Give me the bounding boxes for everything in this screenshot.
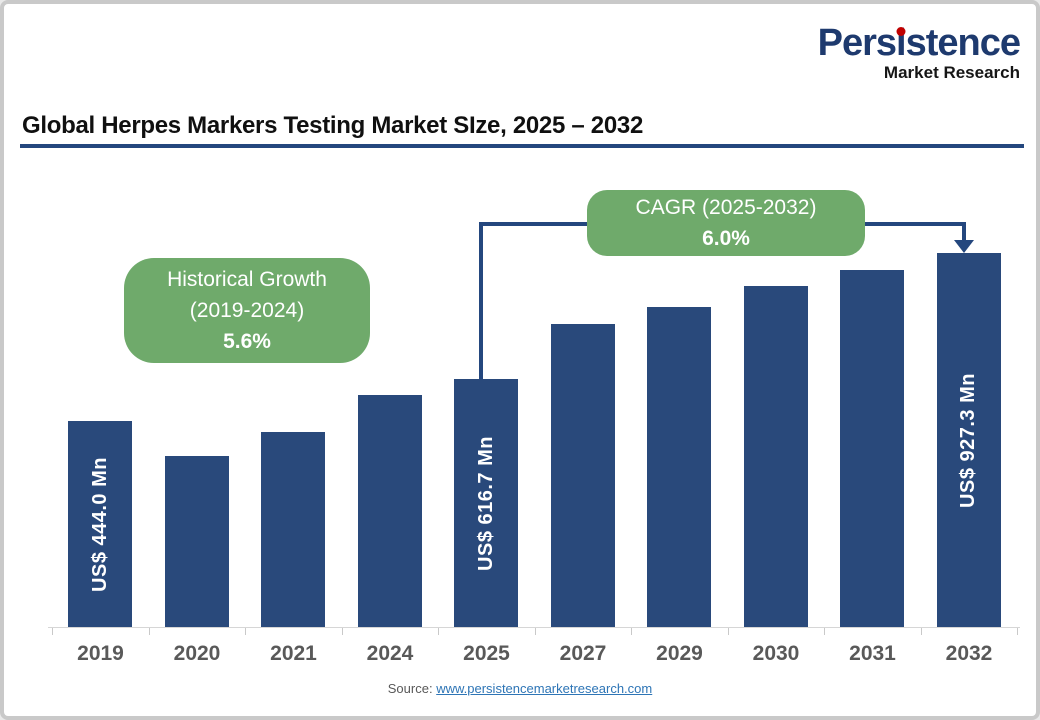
bar-2021 <box>261 432 326 627</box>
bar-2025: US$ 616.7 Mn <box>454 379 519 627</box>
source-link[interactable]: www.persistencemarketresearch.com <box>436 681 653 696</box>
x-axis-label-2025: 2025 <box>463 642 510 665</box>
x-axis-label-2031: 2031 <box>849 642 896 665</box>
x-axis-label-2020: 2020 <box>173 642 221 665</box>
historical-growth-period: (2019-2024) <box>189 299 305 322</box>
title-underline <box>20 144 1024 148</box>
x-axis-label-2029: 2029 <box>656 642 703 665</box>
brand-logo: Persistence Market Research <box>817 22 1021 82</box>
bar-2020 <box>164 456 229 627</box>
x-axis-label-2019: 2019 <box>77 642 124 665</box>
bar-2029 <box>647 307 712 627</box>
axis-tick <box>148 627 150 635</box>
cagr-callout: CAGR (2025-2032) 6.0% <box>587 190 865 256</box>
historical-growth-callout: Historical Growth (2019-2024) 5.6% <box>124 258 370 363</box>
axis-tick <box>824 627 825 635</box>
x-axis-label-2030: 2030 <box>752 642 800 665</box>
x-axis-label-2021: 2021 <box>270 642 317 665</box>
bar-value-label-2025: US$ 616.7 Mn <box>474 435 497 571</box>
brand-name-part: Pers <box>817 22 897 64</box>
cagr-value: 6.0% <box>702 227 750 250</box>
axis-tick <box>631 627 632 635</box>
bar-value-label-2019: US$ 444.0 Mn <box>88 456 111 592</box>
x-axis-label-2032: 2032 <box>945 642 993 665</box>
axis-tick <box>920 627 922 635</box>
brand-name-part: stence <box>905 22 1021 64</box>
bar-2019: US$ 444.0 Mn <box>68 421 133 627</box>
page-title: Global Herpes Markers Testing Market SIz… <box>22 112 643 139</box>
axis-tick <box>727 627 729 635</box>
bar-2032: US$ 927.3 Mn <box>936 253 1001 627</box>
axis-tick <box>438 627 439 635</box>
bar-2024 <box>357 395 422 627</box>
connector-line-left <box>479 222 483 380</box>
bar-2030 <box>743 286 808 627</box>
brand-tagline: Market Research <box>883 63 1020 82</box>
historical-growth-title: Historical Growth <box>167 268 327 291</box>
axis-tick <box>341 627 343 635</box>
source-label: Source: <box>387 681 433 696</box>
cagr-title: CAGR (2025-2032) <box>635 196 817 219</box>
bar-value-label-2032: US$ 927.3 Mn <box>957 372 980 508</box>
source-line: Source: www.persistencemarketresearch.co… <box>4 681 1036 696</box>
axis-tick <box>52 627 53 635</box>
bar-2031 <box>840 270 905 627</box>
x-axis-baseline <box>48 627 1020 628</box>
historical-growth-value: 5.6% <box>223 330 271 353</box>
bar-2027 <box>550 324 615 627</box>
arrow-down-icon <box>954 240 974 253</box>
x-axis-label-2027: 2027 <box>559 642 607 665</box>
brand-name: Persistence <box>817 22 1021 64</box>
connector-line-right <box>962 222 966 242</box>
brand-red-dot-i: i <box>896 22 907 64</box>
axis-tick <box>1017 627 1018 635</box>
axis-tick <box>245 627 246 635</box>
x-axis-label-2024: 2024 <box>366 642 414 665</box>
axis-tick <box>534 627 536 635</box>
